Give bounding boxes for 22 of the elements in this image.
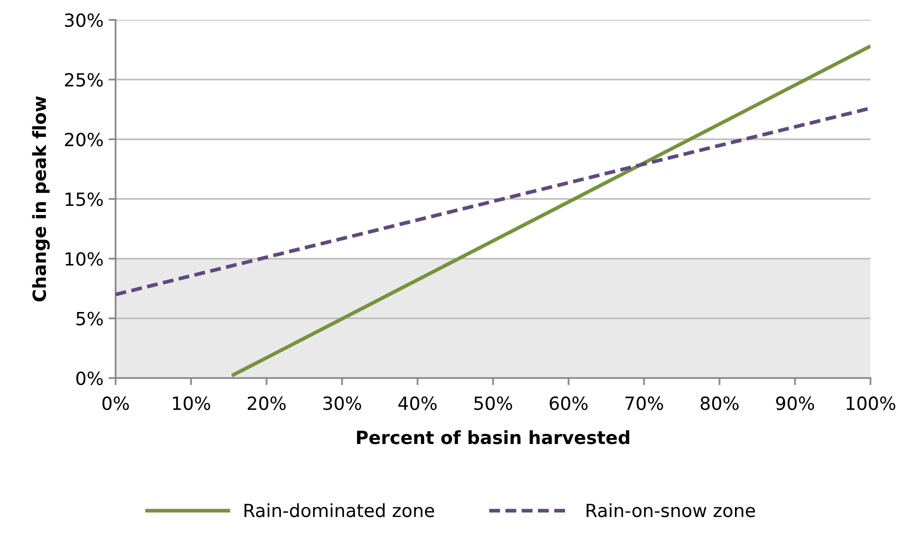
x-tick-label: 20% [248,396,286,410]
x-tick-label: 60% [550,396,588,410]
x-tick-label: 50% [474,396,512,410]
x-tick-label: 0% [102,396,129,410]
y-tick-label: 20% [64,132,103,146]
legend-label: Rain-on-snow zone [586,503,755,518]
y-tick-label: 5% [76,312,103,326]
x-tick-label: 40% [398,396,437,410]
x-tick-label: 10% [172,396,210,410]
x-tick-label: 70% [625,396,664,410]
y-tick-label: 30% [65,13,103,27]
y-tick-label: 10% [66,252,103,266]
x-tick-label: 80% [700,396,739,410]
y-tick-label: 25% [64,73,103,87]
x-axis-title: Percent of basin harvested [357,430,630,444]
y-axis-title: Change in peak flow [32,96,50,302]
x-tick-label: 100% [846,396,896,410]
legend-label: Rain-dominated zone [244,503,434,518]
x-tick-label: 30% [323,396,362,410]
y-tick-label: 15% [66,192,103,206]
x-tick-label: 90% [776,396,814,410]
y-tick-label: 0% [76,372,103,386]
